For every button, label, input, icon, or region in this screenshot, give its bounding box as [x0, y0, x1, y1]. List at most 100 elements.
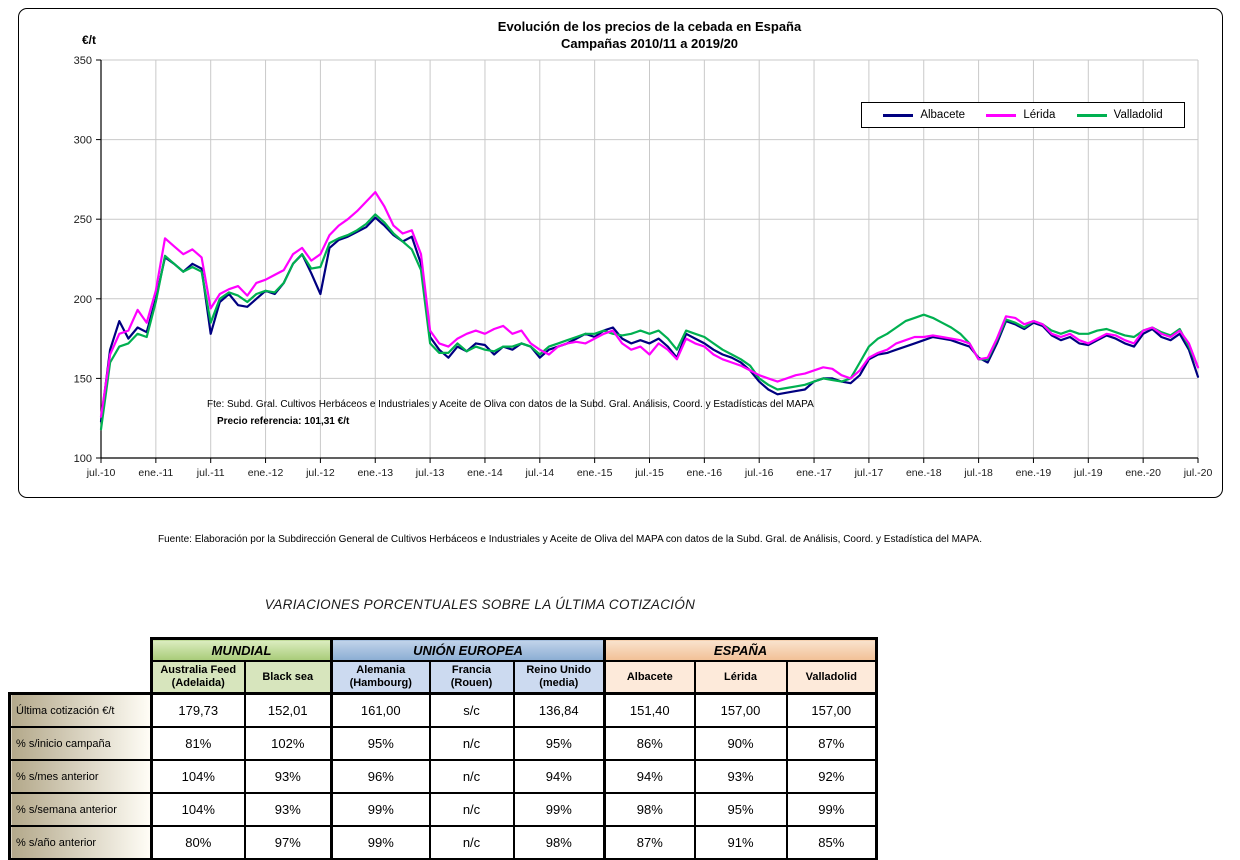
col-header-albacete: Albacete [603, 660, 696, 695]
value-cell: 87% [785, 726, 879, 761]
source-note: Fuente: Elaboración por la Subdirección … [158, 534, 982, 545]
col-header-francia: Francia (Rouen) [428, 660, 515, 695]
x-axis-tick-label: ene.-15 [577, 467, 613, 479]
table-title: VARIACIONES PORCENTUALES SOBRE LA ÚLTIMA… [264, 597, 696, 612]
value-cell: 179,73 [150, 692, 246, 728]
value-cell: 81% [150, 726, 246, 761]
row-label: % s/mes anterior [8, 759, 153, 794]
value-cell: 86% [603, 726, 696, 761]
value-cell: 136,84 [512, 692, 606, 728]
value-cell: 151,40 [603, 692, 696, 728]
x-axis-tick-label: jul.-19 [1073, 467, 1103, 479]
value-cell: n/c [428, 825, 515, 860]
col-header-reino-unido: Reino Unido (media) [512, 660, 606, 695]
value-cell: n/c [428, 759, 515, 794]
value-cell: n/c [428, 726, 515, 761]
valladolid-line-swatch-icon [1076, 113, 1107, 117]
albacete-line-swatch-icon [883, 113, 914, 117]
value-cell: 157,00 [785, 692, 879, 728]
value-cell: 98% [512, 825, 606, 860]
y-axis-tick-label: 100 [74, 453, 92, 465]
value-cell: 95% [693, 792, 788, 827]
group-header-union-europea: UNIÓN EUROPEA [329, 637, 606, 662]
x-axis-tick-label: jul.-16 [744, 467, 774, 479]
x-axis-tick-label: ene.-17 [796, 467, 832, 479]
value-cell: 93% [243, 792, 333, 827]
col-header-lerida: Lérida [693, 660, 788, 695]
table-row: % s/semana anterior 104% 93% 99% n/c 99% 98% 95… [8, 792, 879, 827]
reference-price-annotation: Precio referencia: 101,31 €/t [217, 416, 350, 427]
x-axis-tick-label: jul.-14 [524, 467, 554, 479]
y-axis-tick-label: 350 [74, 55, 92, 67]
y-axis-tick-label: 250 [74, 214, 92, 226]
x-axis-tick-label: jul.-10 [86, 467, 116, 479]
col-header-black-sea: Black sea [243, 660, 333, 695]
series-line-valladolid [99, 213, 1200, 431]
group-header-row: MUNDIAL UNIÓN EUROPEA ESPAÑA [9, 637, 879, 662]
chart-title: Evolución de los precios de la cebada en… [101, 18, 1198, 52]
value-cell: 95% [512, 726, 606, 761]
table-corner-cell [9, 638, 152, 661]
legend-label-lerida: Lérida [1023, 109, 1056, 121]
series-line-lérida [99, 191, 1200, 418]
value-cell: 85% [785, 825, 879, 860]
value-cell: 91% [693, 825, 788, 860]
value-cell: 99% [330, 792, 431, 827]
value-cell: 104% [150, 792, 246, 827]
x-axis-tick-label: ene.-13 [357, 467, 393, 479]
x-axis-tick-label: jul.-17 [854, 467, 884, 479]
value-cell: 99% [330, 825, 431, 860]
x-axis-tick-label: ene.-14 [467, 467, 503, 479]
table-row: Última cotización €/t 179,73 152,01 161,00 s… [8, 692, 879, 728]
y-axis-tick-label: 200 [74, 294, 92, 306]
x-axis-tick-label: jul.-15 [634, 467, 664, 479]
y-axis-tick-label: 150 [74, 373, 92, 385]
lerida-line-swatch-icon [986, 113, 1017, 117]
x-axis-tick-label: ene.-18 [906, 467, 942, 479]
value-cell: 93% [243, 759, 333, 794]
value-cell: 99% [785, 792, 879, 827]
variations-table: MUNDIAL UNIÓN EUROPEA ESPAÑA Australia F… [8, 637, 879, 860]
legend-label-valladolid: Valladolid [1113, 109, 1163, 121]
x-axis-tick-label: ene.-11 [138, 467, 173, 479]
x-axis-tick-label: jul.-12 [305, 467, 335, 479]
value-cell: 161,00 [330, 692, 431, 728]
row-label: Última cotización €/t [8, 692, 153, 728]
chart-title-line2: Campañas 2010/11 a 2019/20 [560, 36, 739, 51]
x-axis-tick-label: ene.-19 [1016, 467, 1052, 479]
line-chart-canvas: jul.-10 ene.-11 jul.-11 ene.-12 jul.-12 ene.-… [74, 55, 1213, 479]
x-axis-tick-label: jul.-13 [415, 467, 445, 479]
value-cell: 95% [330, 726, 431, 761]
value-cell: 90% [693, 726, 788, 761]
value-cell: 99% [512, 792, 606, 827]
value-cell: 104% [150, 759, 246, 794]
value-cell: 152,01 [243, 692, 333, 728]
value-cell: 80% [150, 825, 246, 860]
x-axis-tick-label: jul.-20 [1183, 467, 1213, 479]
value-cell: s/c [428, 692, 515, 728]
value-cell: 87% [603, 825, 696, 860]
legend-item-lerida: Lérida [986, 109, 1055, 121]
x-axis-tick-label: ene.-16 [687, 467, 723, 479]
value-cell: 92% [785, 759, 879, 794]
col-header-alemania: Alemania (Hambourg) [330, 660, 431, 695]
price-evolution-chart-panel: jul.-10 ene.-11 jul.-11 ene.-12 jul.-12 ene.-… [18, 8, 1223, 498]
row-label: % s/semana anterior [8, 792, 153, 827]
x-axis-tick-label: jul.-11 [196, 467, 225, 479]
y-axis-unit-label: €/t [81, 33, 96, 47]
value-cell: 98% [603, 792, 696, 827]
row-label: % s/inicio campaña [8, 726, 153, 761]
value-cell: n/c [428, 792, 515, 827]
table-row: % s/inicio campaña 81% 102% 95% n/c 95% 86% 90%… [8, 726, 879, 761]
group-header-espana: ESPAÑA [603, 637, 879, 662]
group-header-mundial: MUNDIAL [150, 637, 333, 662]
value-cell: 97% [243, 825, 333, 860]
table-row: % s/año anterior 80% 97% 99% n/c 98% 87% 91% 85% [8, 825, 879, 860]
value-cell: 102% [243, 726, 333, 761]
variations-table-wrapper: MUNDIAL UNIÓN EUROPEA ESPAÑA Australia F… [8, 637, 879, 860]
chart-title-line1: Evolución de los precios de la cebada en… [497, 19, 802, 34]
col-header-australia-feed: Australia Feed (Adelaida) [150, 660, 246, 695]
chart-legend: Albacete Lérida Valladolid [861, 102, 1185, 128]
x-axis-tick-label: ene.-20 [1125, 467, 1161, 479]
